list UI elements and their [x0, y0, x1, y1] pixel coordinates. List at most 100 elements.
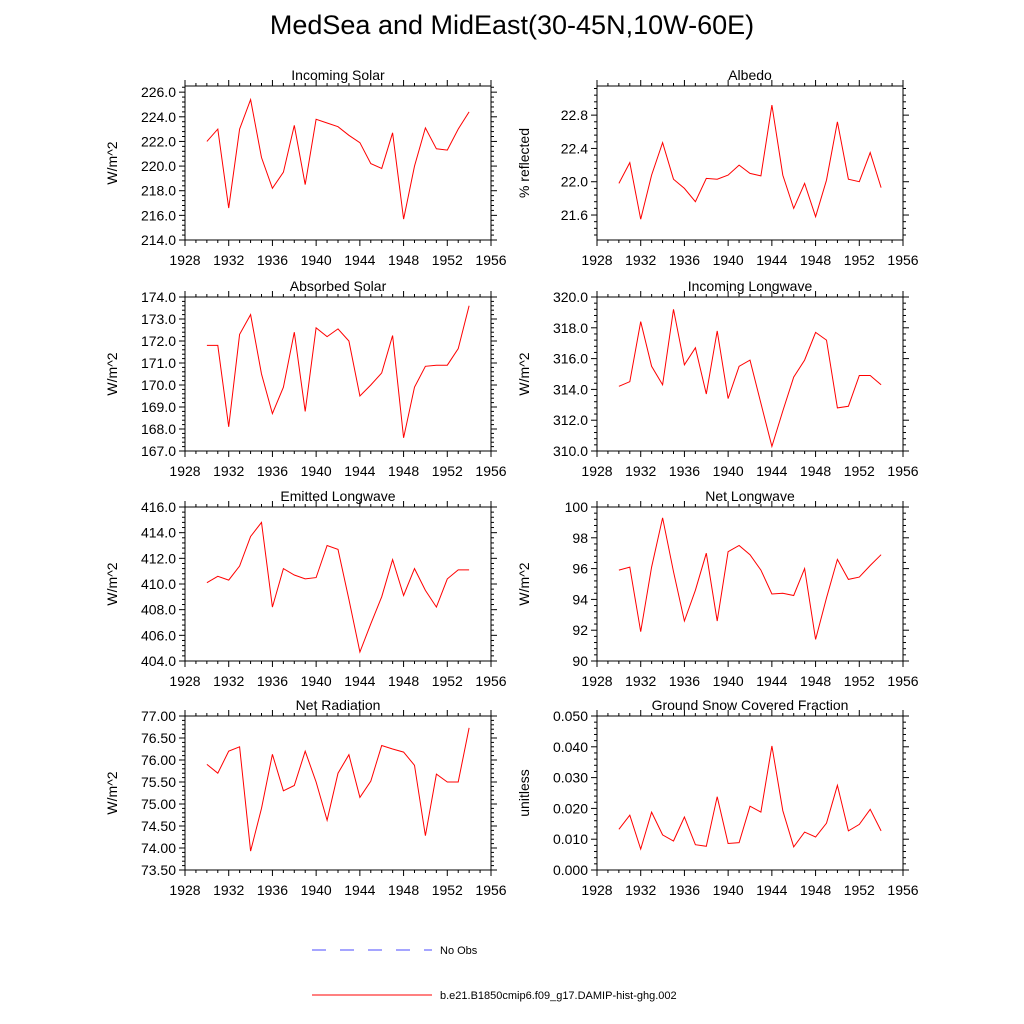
panels-group: Incoming Solar W/m^2 1928 1932 1936 1940 1944 1… — [104, 67, 919, 898]
y-axis-label: W/m^2 — [516, 562, 532, 605]
x-tick-label: 1940 — [301, 882, 332, 898]
y-tick-label: 92 — [572, 622, 588, 638]
y-tick-label: 171.0 — [141, 355, 176, 371]
y-tick-label: 0.050 — [553, 708, 588, 724]
x-tick-label: 1940 — [713, 463, 744, 479]
y-axis-label: W/m^2 — [104, 352, 120, 395]
plot-frame — [184, 715, 492, 871]
y-tick-label: 167.0 — [141, 443, 176, 459]
chart-panel: Emitted Longwave W/m^2 1928 1932 1936 1940 194… — [104, 488, 507, 689]
x-tick-label: 1956 — [887, 882, 918, 898]
y-axis-label: W/m^2 — [104, 771, 120, 814]
series-line — [618, 309, 882, 449]
chart-panel: Net Longwave W/m^2 1928 1932 1936 1940 1944 194… — [516, 488, 919, 689]
y-tick-label: 224.0 — [141, 109, 176, 125]
y-tick-label: 22.0 — [561, 174, 588, 190]
y-tick-label: 173.0 — [141, 311, 176, 327]
y-tick-label: 100 — [565, 499, 589, 515]
legend-model-label: b.e21.B1850cmip6.f09_g17.DAMIP-hist-ghg.… — [440, 990, 677, 1002]
plot-frame — [596, 506, 904, 662]
series-line — [206, 521, 470, 654]
y-tick-label: 90 — [572, 653, 588, 669]
y-tick-label: 412.0 — [141, 550, 176, 566]
x-tick-label: 1956 — [887, 673, 918, 689]
x-tick-label: 1948 — [388, 673, 419, 689]
x-tick-label: 1928 — [581, 252, 612, 268]
x-tick-label: 1936 — [669, 252, 700, 268]
x-tick-label: 1928 — [169, 463, 200, 479]
y-tick-label: 0.030 — [553, 770, 588, 786]
chart-panel: Ground Snow Covered Fraction unitless 1928… — [516, 697, 919, 898]
chart-panel: Incoming Solar W/m^2 1928 1932 1936 1940 1944 1… — [104, 67, 507, 268]
x-tick-label: 1952 — [432, 463, 463, 479]
x-tick-label: 1956 — [475, 252, 506, 268]
series-line — [206, 305, 470, 438]
figure-title: MedSea and MidEast(30-45N,10W-60E) — [269, 10, 755, 40]
x-tick-label: 1936 — [257, 463, 288, 479]
x-tick-label: 1940 — [713, 882, 744, 898]
panel-title: Ground Snow Covered Fraction — [652, 697, 849, 713]
y-tick-label: 226.0 — [141, 84, 176, 100]
panel-title: Absorbed Solar — [290, 278, 387, 294]
x-tick-label: 1952 — [844, 673, 875, 689]
x-tick-label: 1948 — [800, 882, 831, 898]
y-axis-label: W/m^2 — [516, 352, 532, 395]
y-axis-label: % reflected — [516, 128, 532, 198]
series-line — [618, 745, 882, 851]
x-tick-label: 1952 — [432, 882, 463, 898]
x-tick-label: 1936 — [257, 882, 288, 898]
y-tick-label: 96 — [572, 561, 588, 577]
x-tick-label: 1944 — [756, 882, 787, 898]
plot-frame — [184, 296, 492, 452]
y-axis-label: W/m^2 — [104, 141, 120, 184]
y-tick-label: 0.040 — [553, 739, 588, 755]
y-tick-label: 406.0 — [141, 627, 176, 643]
x-tick-label: 1928 — [169, 673, 200, 689]
x-tick-label: 1940 — [301, 673, 332, 689]
y-tick-label: 169.0 — [141, 399, 176, 415]
y-tick-label: 214.0 — [141, 232, 176, 248]
x-tick-label: 1936 — [257, 252, 288, 268]
y-axis-label: W/m^2 — [104, 562, 120, 605]
y-tick-label: 77.00 — [141, 708, 176, 724]
y-tick-label: 312.0 — [553, 412, 588, 428]
x-tick-label: 1932 — [213, 882, 244, 898]
x-tick-label: 1952 — [844, 463, 875, 479]
y-tick-label: 75.00 — [141, 796, 176, 812]
y-tick-label: 318.0 — [553, 320, 588, 336]
series-line — [618, 105, 882, 220]
y-tick-label: 220.0 — [141, 158, 176, 174]
x-tick-label: 1936 — [669, 463, 700, 479]
x-tick-label: 1932 — [625, 882, 656, 898]
x-tick-label: 1948 — [388, 252, 419, 268]
y-tick-label: 314.0 — [553, 381, 588, 397]
panel-title: Emitted Longwave — [280, 488, 395, 504]
plot-frame — [596, 715, 904, 871]
y-tick-label: 414.0 — [141, 525, 176, 541]
plot-frame — [596, 296, 904, 452]
x-tick-label: 1944 — [344, 882, 375, 898]
y-tick-label: 74.00 — [141, 840, 176, 856]
x-tick-label: 1956 — [475, 882, 506, 898]
y-tick-label: 404.0 — [141, 653, 176, 669]
x-tick-label: 1952 — [844, 882, 875, 898]
x-tick-label: 1944 — [344, 463, 375, 479]
panel-title: Net Longwave — [705, 488, 795, 504]
x-tick-label: 1932 — [625, 673, 656, 689]
y-tick-label: 168.0 — [141, 421, 176, 437]
x-tick-label: 1948 — [800, 673, 831, 689]
y-tick-label: 76.00 — [141, 752, 176, 768]
y-tick-label: 216.0 — [141, 207, 176, 223]
x-tick-label: 1944 — [756, 673, 787, 689]
plot-frame — [184, 85, 492, 241]
y-tick-label: 218.0 — [141, 183, 176, 199]
chart-panel: Absorbed Solar W/m^2 1928 1932 1936 1940 1944 1… — [104, 278, 507, 479]
y-tick-label: 416.0 — [141, 499, 176, 515]
y-tick-label: 74.50 — [141, 818, 176, 834]
x-tick-label: 1944 — [756, 252, 787, 268]
x-tick-label: 1932 — [213, 673, 244, 689]
y-tick-label: 174.0 — [141, 289, 176, 305]
y-tick-label: 75.50 — [141, 774, 176, 790]
chart-panel: Net Radiation W/m^2 1928 1932 1936 1940 1944 19… — [104, 697, 507, 898]
x-tick-label: 1928 — [581, 463, 612, 479]
